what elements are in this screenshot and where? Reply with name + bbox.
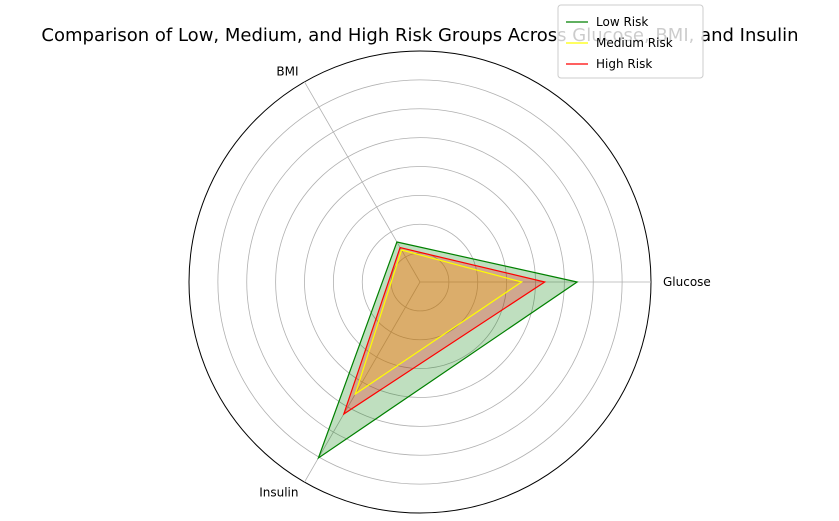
grid-spoke <box>304 81 421 283</box>
series-line-2 <box>342 246 547 416</box>
grid-spoke <box>304 281 421 483</box>
legend-label: Low Risk <box>596 15 648 29</box>
axis-label-bmi: BMI <box>276 65 298 79</box>
radar-series <box>317 241 579 460</box>
series-line-0 <box>317 241 579 460</box>
axis-label-insulin: Insulin <box>259 485 298 499</box>
series-line-1 <box>354 249 524 396</box>
axis-label-glucose: Glucose <box>663 275 711 289</box>
radar-grid <box>188 50 652 514</box>
series-area-1 <box>355 250 522 394</box>
series-area-0 <box>318 242 578 458</box>
axis-labels: Glucose BMI Insulin <box>259 65 711 500</box>
legend-label: Medium Risk <box>596 36 673 50</box>
series-area-2 <box>343 247 545 414</box>
legend-box <box>557 4 704 79</box>
legend: Low Risk Medium Risk High Risk <box>557 4 704 79</box>
legend-label: High Risk <box>596 57 652 71</box>
